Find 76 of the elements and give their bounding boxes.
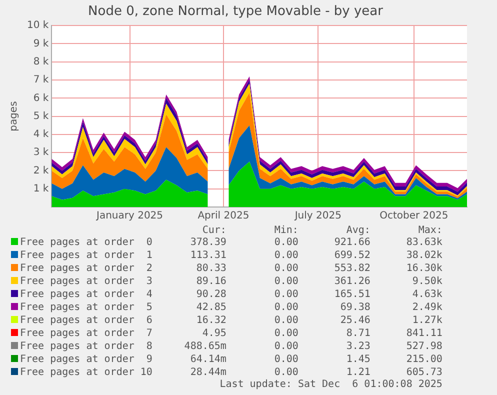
text: 553.82 <box>333 262 372 275</box>
legend-label: Free pages at order 8 <box>19 340 154 353</box>
text: 16.32 <box>195 314 228 327</box>
text: 1.27k <box>411 314 444 327</box>
text: 0.00 <box>273 353 300 366</box>
legend-label: Free pages at order 7 <box>19 327 154 340</box>
text: 0.00 <box>273 288 300 301</box>
x-tick-label: July 2025 <box>294 210 342 222</box>
text: 0.00 <box>273 262 300 275</box>
x-tick-label: April 2025 <box>198 210 250 222</box>
y-tick-label: 5 k <box>33 110 49 122</box>
chart-title: Node 0, zone Normal, type Movable - by year <box>88 4 384 20</box>
text: Avg: <box>345 225 372 236</box>
text: 527.98 <box>405 340 444 353</box>
text: 83.63k <box>405 236 444 249</box>
text: 4.95 <box>201 327 228 340</box>
text: 64.14m <box>189 353 228 366</box>
legend-label: Free pages at order 2 <box>19 262 154 275</box>
x-tick-label: January 2025 <box>95 210 164 222</box>
text: 9.50k <box>411 275 444 288</box>
y-tick-label: 6 k <box>33 92 49 104</box>
text: 28.44m <box>189 366 228 379</box>
y-axis-title: pages <box>8 101 20 132</box>
text: 0.00 <box>273 327 300 340</box>
legend-label: Free pages at order 9 <box>19 353 154 366</box>
text: Last update: Sat Dec 6 01:00:08 2025 <box>218 379 444 390</box>
text: 605.73 <box>405 366 444 379</box>
text: 0.00 <box>273 275 300 288</box>
text: 90.28 <box>195 288 228 301</box>
text: 0.00 <box>273 236 300 249</box>
legend-label: Free pages at order 5 <box>19 301 154 314</box>
text: Cur: <box>201 225 228 236</box>
text: 1.21 <box>345 366 372 379</box>
legend-label: Free pages at order 6 <box>19 314 154 327</box>
y-tick-label: 8 k <box>33 56 49 68</box>
text: 80.33 <box>195 262 228 275</box>
y-tick-label: 10 k <box>26 20 49 32</box>
text: 42.85 <box>195 301 228 314</box>
text: 25.46 <box>339 314 372 327</box>
legend-label: Free pages at order 0 <box>19 236 154 249</box>
text: 38.02k <box>405 249 444 262</box>
text: 488.65m <box>183 340 228 353</box>
text: 4.63k <box>411 288 444 301</box>
text: 699.52 <box>333 249 372 262</box>
text: 0.00 <box>273 249 300 262</box>
text: 3.23 <box>345 340 372 353</box>
text: 16.30k <box>405 262 444 275</box>
text: 89.16 <box>195 275 228 288</box>
legend-label: Free pages at order 4 <box>19 288 154 301</box>
text: 2.49k <box>411 301 444 314</box>
y-tick-label: 1 k <box>33 183 49 194</box>
text: Min: <box>273 225 300 236</box>
text: 361.26 <box>333 275 372 288</box>
text: 0.00 <box>273 340 300 353</box>
text: 378.39 <box>189 236 228 249</box>
text: 215.00 <box>405 353 444 366</box>
text: 69.38 <box>339 301 372 314</box>
legend-label: Free pages at order 3 <box>19 275 154 288</box>
text: 0.00 <box>273 314 300 327</box>
text: 0.00 <box>273 301 300 314</box>
y-tick-label: 9 k <box>33 38 49 50</box>
legend-label: Free pages at order 1 <box>19 249 154 262</box>
y-tick-label: 2 k <box>33 165 49 176</box>
text: Max: <box>417 225 444 236</box>
legend-label: Free pages at order 10 <box>19 366 154 379</box>
y-tick-label: 7 k <box>33 74 49 86</box>
y-tick-label: 4 k <box>33 129 49 140</box>
text: 1.45 <box>345 353 372 366</box>
text: 841.11 <box>405 327 444 340</box>
text: 113.31 <box>189 249 228 262</box>
text: 921.66 <box>333 236 372 249</box>
text: 165.51 <box>333 288 372 301</box>
x-tick-label: October 2025 <box>380 210 448 222</box>
y-tick-label: 3 k <box>33 147 49 158</box>
text: 8.71 <box>345 327 372 340</box>
text: 0.00 <box>273 366 300 379</box>
